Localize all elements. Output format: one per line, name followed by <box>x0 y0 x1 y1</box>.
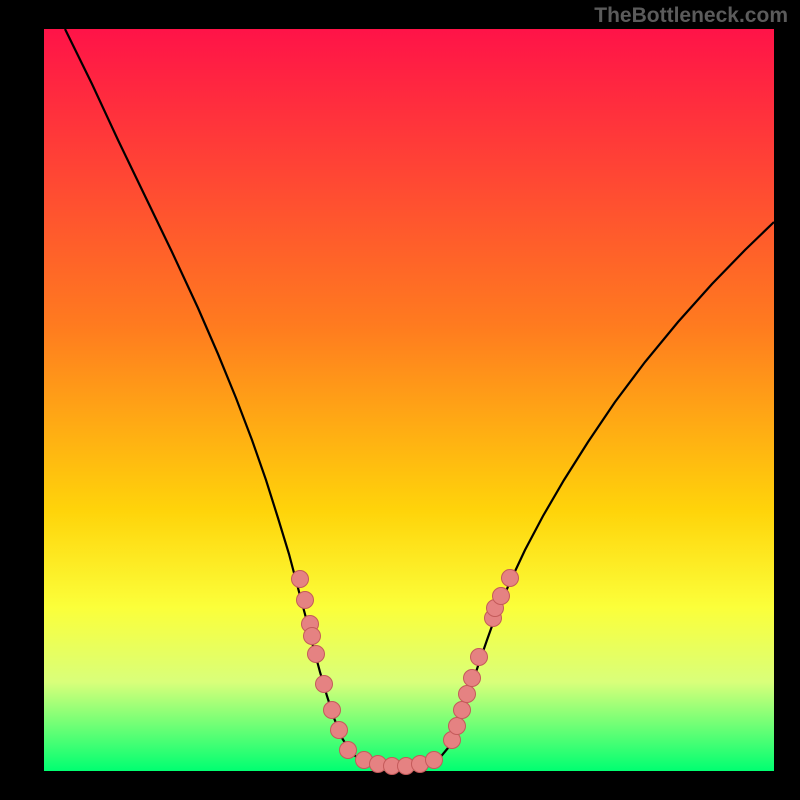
data-marker <box>331 722 348 739</box>
data-marker <box>464 670 481 687</box>
data-marker <box>304 628 321 645</box>
curve-overlay <box>44 29 774 771</box>
data-marker <box>493 588 510 605</box>
data-marker <box>340 742 357 759</box>
watermark-text: TheBottleneck.com <box>594 4 788 28</box>
data-marker <box>459 686 476 703</box>
data-marker <box>449 718 466 735</box>
data-marker <box>297 592 314 609</box>
data-marker <box>454 702 471 719</box>
marker-group <box>292 570 519 775</box>
data-marker <box>502 570 519 587</box>
data-marker <box>324 702 341 719</box>
data-marker <box>471 649 488 666</box>
data-marker <box>292 571 309 588</box>
left-curve <box>65 29 380 766</box>
gradient-plot-area <box>44 29 774 771</box>
data-marker <box>316 676 333 693</box>
data-marker <box>308 646 325 663</box>
data-marker <box>426 752 443 769</box>
